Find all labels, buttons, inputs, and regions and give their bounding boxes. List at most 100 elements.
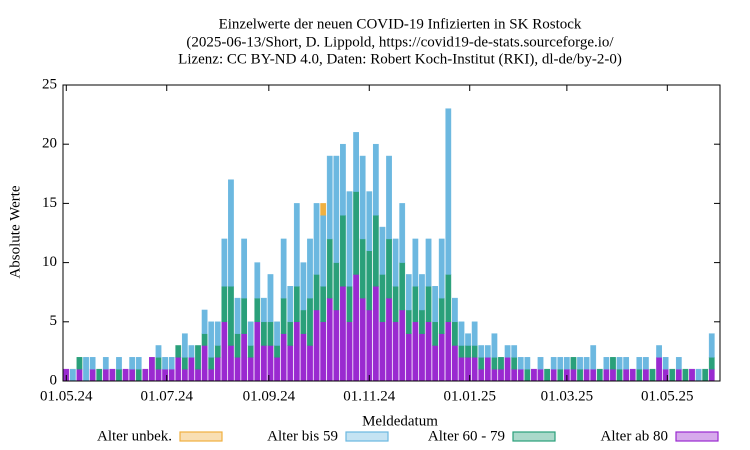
x-tick-label: 01.11.24: [343, 388, 395, 404]
bar-segment: [623, 357, 630, 370]
bar-segment: [577, 368, 583, 382]
bar-segment: [386, 297, 392, 382]
bar-segment: [702, 368, 709, 382]
bar-segment: [221, 238, 228, 287]
bar-segment: [478, 345, 485, 358]
bar-segment: [83, 357, 89, 382]
bar-segment: [274, 345, 280, 358]
bar-segment: [366, 250, 373, 311]
bar-segment: [432, 345, 439, 382]
bar-segment: [261, 321, 267, 346]
bar-segment: [201, 333, 208, 346]
bar-segment: [287, 286, 294, 323]
bar-segment: [208, 357, 215, 370]
bar-segment: [208, 321, 215, 358]
bar-segment: [340, 286, 346, 382]
bar-segment: [116, 368, 122, 382]
bar-segment: [432, 321, 439, 346]
bar-segment: [616, 357, 623, 370]
bar-segment: [280, 333, 287, 382]
y-tick-label: 20: [42, 136, 57, 152]
bar-segment: [412, 286, 419, 323]
bar-segment: [320, 321, 327, 382]
bar-segment: [537, 368, 544, 382]
bar-segment: [122, 368, 129, 382]
bar-segment: [267, 321, 274, 346]
bar-segment: [484, 357, 491, 382]
bar-segment: [379, 321, 386, 382]
y-tick-label: 25: [42, 76, 57, 92]
bar-segment: [274, 357, 280, 382]
plot-frame: [62, 84, 721, 382]
bar-segment: [102, 368, 109, 382]
bar-segment: [432, 286, 439, 323]
bar-segment: [484, 345, 491, 358]
bar-segment: [333, 309, 340, 382]
bar-segment: [603, 368, 610, 382]
bar-segment: [353, 191, 359, 275]
bar-segment: [643, 357, 649, 370]
bar-segment: [293, 286, 300, 323]
x-tick-label: 01.05.24: [40, 388, 93, 404]
bar-segment: [359, 297, 366, 382]
bar-segment: [616, 368, 623, 382]
bar-segment: [228, 179, 234, 287]
bar-segment: [96, 368, 103, 382]
bar-segment: [175, 357, 182, 382]
bar-segment: [181, 333, 188, 358]
bar-segment: [708, 333, 715, 358]
bar-segment: [228, 286, 234, 346]
bar-segment: [267, 274, 274, 323]
bar-segment: [254, 321, 261, 382]
bar-segment: [293, 203, 300, 287]
bar-segment: [333, 262, 340, 311]
bar-segment: [320, 286, 327, 323]
bar-segment: [524, 368, 531, 382]
bar-segment: [491, 333, 498, 358]
bar-segment: [610, 368, 616, 382]
legend-swatch: [345, 431, 389, 442]
bar-segment: [247, 357, 254, 382]
bar-segment: [399, 203, 406, 263]
bar-segment: [478, 368, 485, 382]
bar-segment: [458, 345, 465, 358]
bar-segment: [366, 309, 373, 382]
bar-segment: [181, 357, 188, 370]
bar-segment: [511, 345, 518, 358]
bar-segment: [241, 238, 248, 299]
bar-segment: [405, 333, 412, 382]
bar-segment: [419, 274, 425, 311]
bar-segment: [300, 262, 307, 311]
bar-segment: [570, 357, 577, 370]
bar-segment: [629, 368, 636, 382]
bar-segment: [188, 345, 195, 358]
bar-segment: [379, 274, 386, 323]
bar-segment: [228, 345, 234, 382]
bar-segment: [563, 357, 570, 370]
bar-segment: [425, 321, 432, 382]
bar-segment: [247, 321, 254, 346]
bar-segment: [287, 345, 294, 382]
bar-segment: [149, 357, 155, 382]
bar-segment: [353, 274, 359, 382]
bar-segment: [320, 214, 327, 287]
bar-segment: [221, 321, 228, 382]
bar-segment: [214, 357, 221, 382]
bar-segment: [366, 191, 373, 252]
x-tick-label: 01.09.24: [243, 388, 296, 404]
legend-label: Alter unbek.: [97, 428, 172, 444]
bar-segment: [372, 286, 379, 382]
bar-segment: [307, 297, 313, 346]
bar-segment: [511, 368, 518, 382]
bar-segment: [392, 321, 399, 382]
bar-segment: [524, 357, 531, 370]
bar-segment: [69, 368, 76, 382]
bar-segment: [708, 368, 715, 382]
bar-segment: [241, 333, 248, 382]
bar-segment: [550, 368, 557, 382]
bar-segment: [353, 132, 359, 192]
bar-segment: [346, 286, 353, 323]
bar-segment: [504, 345, 511, 358]
bar-segment: [517, 368, 524, 382]
bar-segment: [537, 357, 544, 370]
